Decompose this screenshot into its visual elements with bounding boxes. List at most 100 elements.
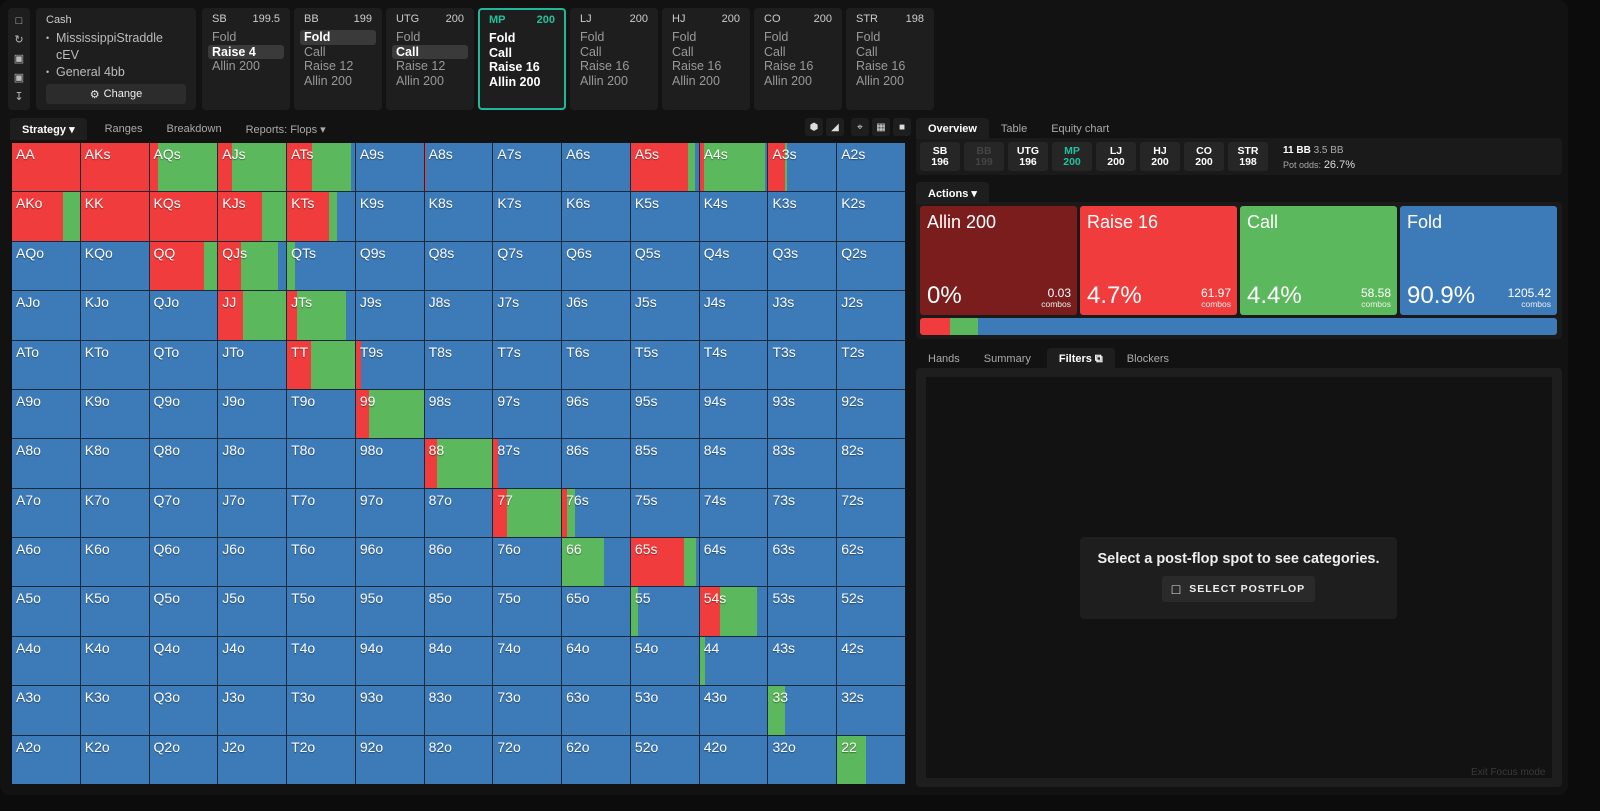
stack-lj[interactable]: LJ 200 <box>1096 142 1136 171</box>
hand-cell[interactable]: 88 <box>424 439 493 488</box>
hand-cell[interactable]: 98o <box>355 439 424 488</box>
action-option[interactable]: Call <box>304 44 326 59</box>
hand-cell[interactable]: T9s <box>355 340 424 389</box>
tab-summary[interactable]: Summary <box>972 348 1043 370</box>
hand-cell[interactable]: JTs <box>287 291 355 340</box>
hand-cell[interactable]: J4o <box>218 636 287 686</box>
hand-cell[interactable]: QTo <box>149 340 218 389</box>
expand-vertical-icon[interactable]: ↧ <box>14 91 24 103</box>
hand-cell[interactable]: A7s <box>493 143 562 192</box>
hand-cell[interactable]: AQo <box>12 241 80 291</box>
action-option[interactable]: Raise 12 <box>396 59 446 74</box>
action-option[interactable]: Fold <box>300 30 376 45</box>
hand-cell[interactable]: T4o <box>287 636 355 686</box>
hand-cell[interactable]: 62s <box>837 538 905 587</box>
position-card-utg[interactable]: UTG 200 Fold Call Raise 12 Allin 200 <box>386 8 474 110</box>
hand-cell[interactable]: KTo <box>80 340 149 389</box>
hand-cell[interactable]: Q3s <box>768 241 837 291</box>
hand-cell[interactable]: 93s <box>768 389 837 439</box>
tab-equity-chart[interactable]: Equity chart <box>1039 118 1121 139</box>
hand-cell[interactable]: A8s <box>424 143 493 192</box>
action-option[interactable]: Allin 200 <box>580 74 628 89</box>
position-card-lj[interactable]: LJ 200 Fold Call Raise 16 Allin 200 <box>570 8 658 110</box>
hand-cell[interactable]: 42o <box>699 735 768 784</box>
hand-cell[interactable]: J4s <box>699 291 768 340</box>
hand-cell[interactable]: 94s <box>699 389 768 439</box>
action-option[interactable]: Allin 200 <box>489 75 541 90</box>
hand-cell[interactable]: Q4s <box>699 241 768 291</box>
hand-cell[interactable]: 72s <box>837 488 905 538</box>
hand-cell[interactable]: J9s <box>355 291 424 340</box>
action-option[interactable]: Allin 200 <box>396 74 444 89</box>
action-option[interactable]: Fold <box>856 30 881 44</box>
hand-cell[interactable]: 52s <box>837 587 905 636</box>
hand-cell[interactable]: 63s <box>768 538 837 587</box>
action-option[interactable]: Call <box>580 44 602 59</box>
position-card-co[interactable]: CO 200 Fold Call Raise 16 Allin 200 <box>754 8 842 110</box>
hand-cell[interactable]: A4s <box>699 143 768 192</box>
hand-cell[interactable]: 87s <box>493 439 562 488</box>
hand-cell[interactable]: 96s <box>562 389 630 439</box>
hand-cell[interactable]: 22 <box>837 735 905 784</box>
tab-table[interactable]: Table <box>989 118 1039 139</box>
hand-cell[interactable]: A3s <box>768 143 837 192</box>
hand-cell[interactable]: 53o <box>630 686 699 735</box>
hand-cell[interactable]: AA <box>12 143 80 192</box>
action-option[interactable]: Allin 200 <box>856 74 904 89</box>
action-option[interactable]: Call <box>764 44 786 59</box>
hand-cell[interactable]: 82s <box>837 439 905 488</box>
hand-cell[interactable]: 87o <box>424 488 493 538</box>
hand-cell[interactable]: 52o <box>630 735 699 784</box>
hand-cell[interactable]: 83s <box>768 439 837 488</box>
hand-cell[interactable]: Q7o <box>149 488 218 538</box>
hand-cell[interactable]: 75s <box>630 488 699 538</box>
hand-cell[interactable]: J6s <box>562 291 630 340</box>
hand-cell[interactable]: ATs <box>287 143 355 192</box>
refresh-icon[interactable]: ↻ <box>14 34 24 46</box>
grid-icon[interactable]: ▦ <box>872 118 890 136</box>
hand-cell[interactable]: 42s <box>837 636 905 686</box>
hand-cell[interactable]: 93o <box>355 686 424 735</box>
tab-breakdown[interactable]: Breakdown <box>155 118 234 140</box>
hand-cell[interactable]: Q4o <box>149 636 218 686</box>
square-icon[interactable]: ■ <box>893 118 911 136</box>
hand-cell[interactable]: T8o <box>287 439 355 488</box>
hand-cell[interactable]: 73o <box>493 686 562 735</box>
hand-cell[interactable]: J7o <box>218 488 287 538</box>
save-icon[interactable]: ▣ <box>13 53 25 65</box>
exit-focus-mode-link[interactable]: Exit Focus mode <box>1471 767 1546 778</box>
tab-overview[interactable]: Overview <box>916 118 989 139</box>
hand-cell[interactable]: 82o <box>424 735 493 784</box>
hand-cell[interactable]: Q5o <box>149 587 218 636</box>
hand-cell[interactable]: J6o <box>218 538 287 587</box>
tab-strategy[interactable]: Strategy ▾ <box>10 118 87 140</box>
hand-cell[interactable]: Q6s <box>562 241 630 291</box>
action-option[interactable]: Allin 200 <box>764 74 812 89</box>
hand-cell[interactable]: KQo <box>80 241 149 291</box>
hand-cell[interactable]: A8o <box>12 439 80 488</box>
stack-hj[interactable]: HJ 200 <box>1140 142 1180 171</box>
actions-dropdown[interactable]: Actions ▾ <box>916 182 989 204</box>
action-card-call[interactable]: Call 4.4% 58.58 combos <box>1240 206 1397 315</box>
hand-cell[interactable]: Q7s <box>493 241 562 291</box>
position-card-bb[interactable]: BB 199 Fold Call Raise 12 Allin 200 <box>294 8 382 110</box>
action-option[interactable]: Fold <box>396 30 421 44</box>
hand-cell[interactable]: A9s <box>355 143 424 192</box>
stack-utg[interactable]: UTG 196 <box>1008 142 1048 171</box>
change-button[interactable]: ⚙ Change <box>46 84 186 104</box>
bookmark-icon[interactable]: □ <box>15 15 23 27</box>
action-option[interactable]: Raise 16 <box>489 60 540 75</box>
hand-cell[interactable]: 54o <box>630 636 699 686</box>
hand-cell[interactable]: A7o <box>12 488 80 538</box>
hand-cell[interactable]: 32s <box>837 686 905 735</box>
hand-cell[interactable]: TT <box>287 340 355 389</box>
hand-cell[interactable]: K4s <box>699 192 768 241</box>
hand-cell[interactable]: K7o <box>80 488 149 538</box>
hand-cell[interactable]: T7o <box>287 488 355 538</box>
hexagon-icon[interactable]: ⬢ <box>805 118 823 136</box>
stack-sb[interactable]: SB 196 <box>920 142 960 171</box>
position-card-mp[interactable]: MP 200 Fold Call Raise 16 Allin 200 <box>478 8 566 110</box>
hand-cell[interactable]: 32o <box>768 735 837 784</box>
hand-cell[interactable]: K5o <box>80 587 149 636</box>
hand-cell[interactable]: T8s <box>424 340 493 389</box>
